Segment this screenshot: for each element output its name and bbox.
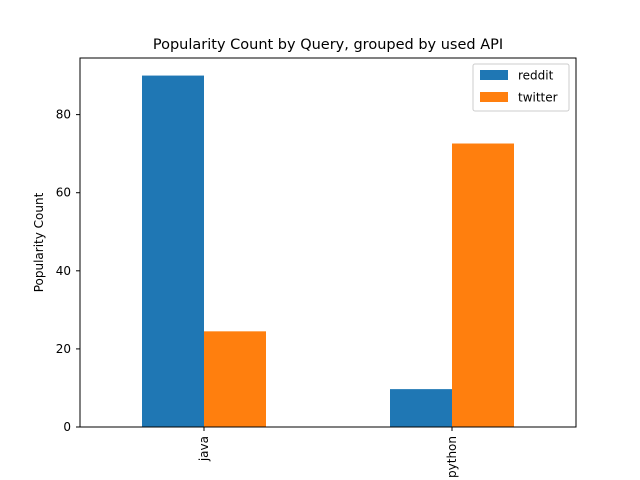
legend-label-reddit: reddit <box>518 69 554 83</box>
y-tick-label: 60 <box>56 186 71 200</box>
legend-swatch-reddit <box>480 70 508 80</box>
x-tick-label: python <box>445 436 459 478</box>
bar-reddit-java <box>142 75 204 428</box>
y-tick-label: 20 <box>56 342 71 356</box>
bars-group <box>142 75 514 428</box>
y-tick-label: 0 <box>63 420 71 434</box>
legend: reddit twitter <box>472 63 570 112</box>
y-axis-label: Popularity Count <box>32 192 46 292</box>
legend-swatch-twitter <box>480 92 508 102</box>
y-tick-label: 40 <box>56 264 71 278</box>
bar-twitter-python <box>452 143 514 427</box>
plot-frame <box>79 57 577 428</box>
y-tick-label: 80 <box>56 108 71 122</box>
legend-label-twitter: twitter <box>518 91 558 105</box>
x-axis-ticks: java python <box>197 427 459 478</box>
bar-reddit-python <box>390 389 452 427</box>
bar-twitter-java <box>204 331 266 427</box>
x-tick-label: java <box>197 436 211 462</box>
y-axis-ticks: 0 20 40 60 80 <box>56 108 80 434</box>
chart-title: Popularity Count by Query, grouped by us… <box>153 37 503 53</box>
